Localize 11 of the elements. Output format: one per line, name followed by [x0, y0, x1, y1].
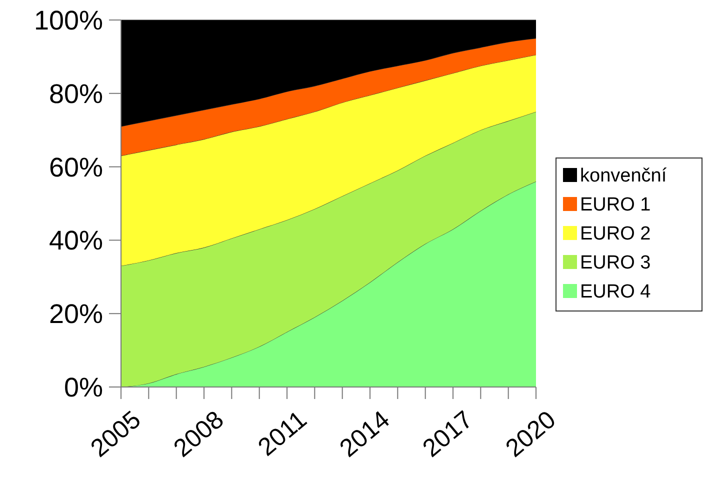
y-tick-label: 100% [34, 5, 103, 36]
y-tick-label: 80% [48, 78, 103, 109]
y-tick-label: 40% [48, 226, 103, 256]
legend-label: EURO 3 [580, 252, 651, 274]
legend-label: EURO 4 [580, 282, 652, 303]
legend-label: EURO 2 [580, 224, 651, 245]
legend-label: EURO 1 [580, 194, 651, 216]
y-tick-label: 20% [48, 299, 103, 330]
legend-label: konvenční [580, 166, 668, 187]
y-tick-label: 60% [48, 152, 103, 182]
y-tick-label: 0% [64, 372, 103, 402]
